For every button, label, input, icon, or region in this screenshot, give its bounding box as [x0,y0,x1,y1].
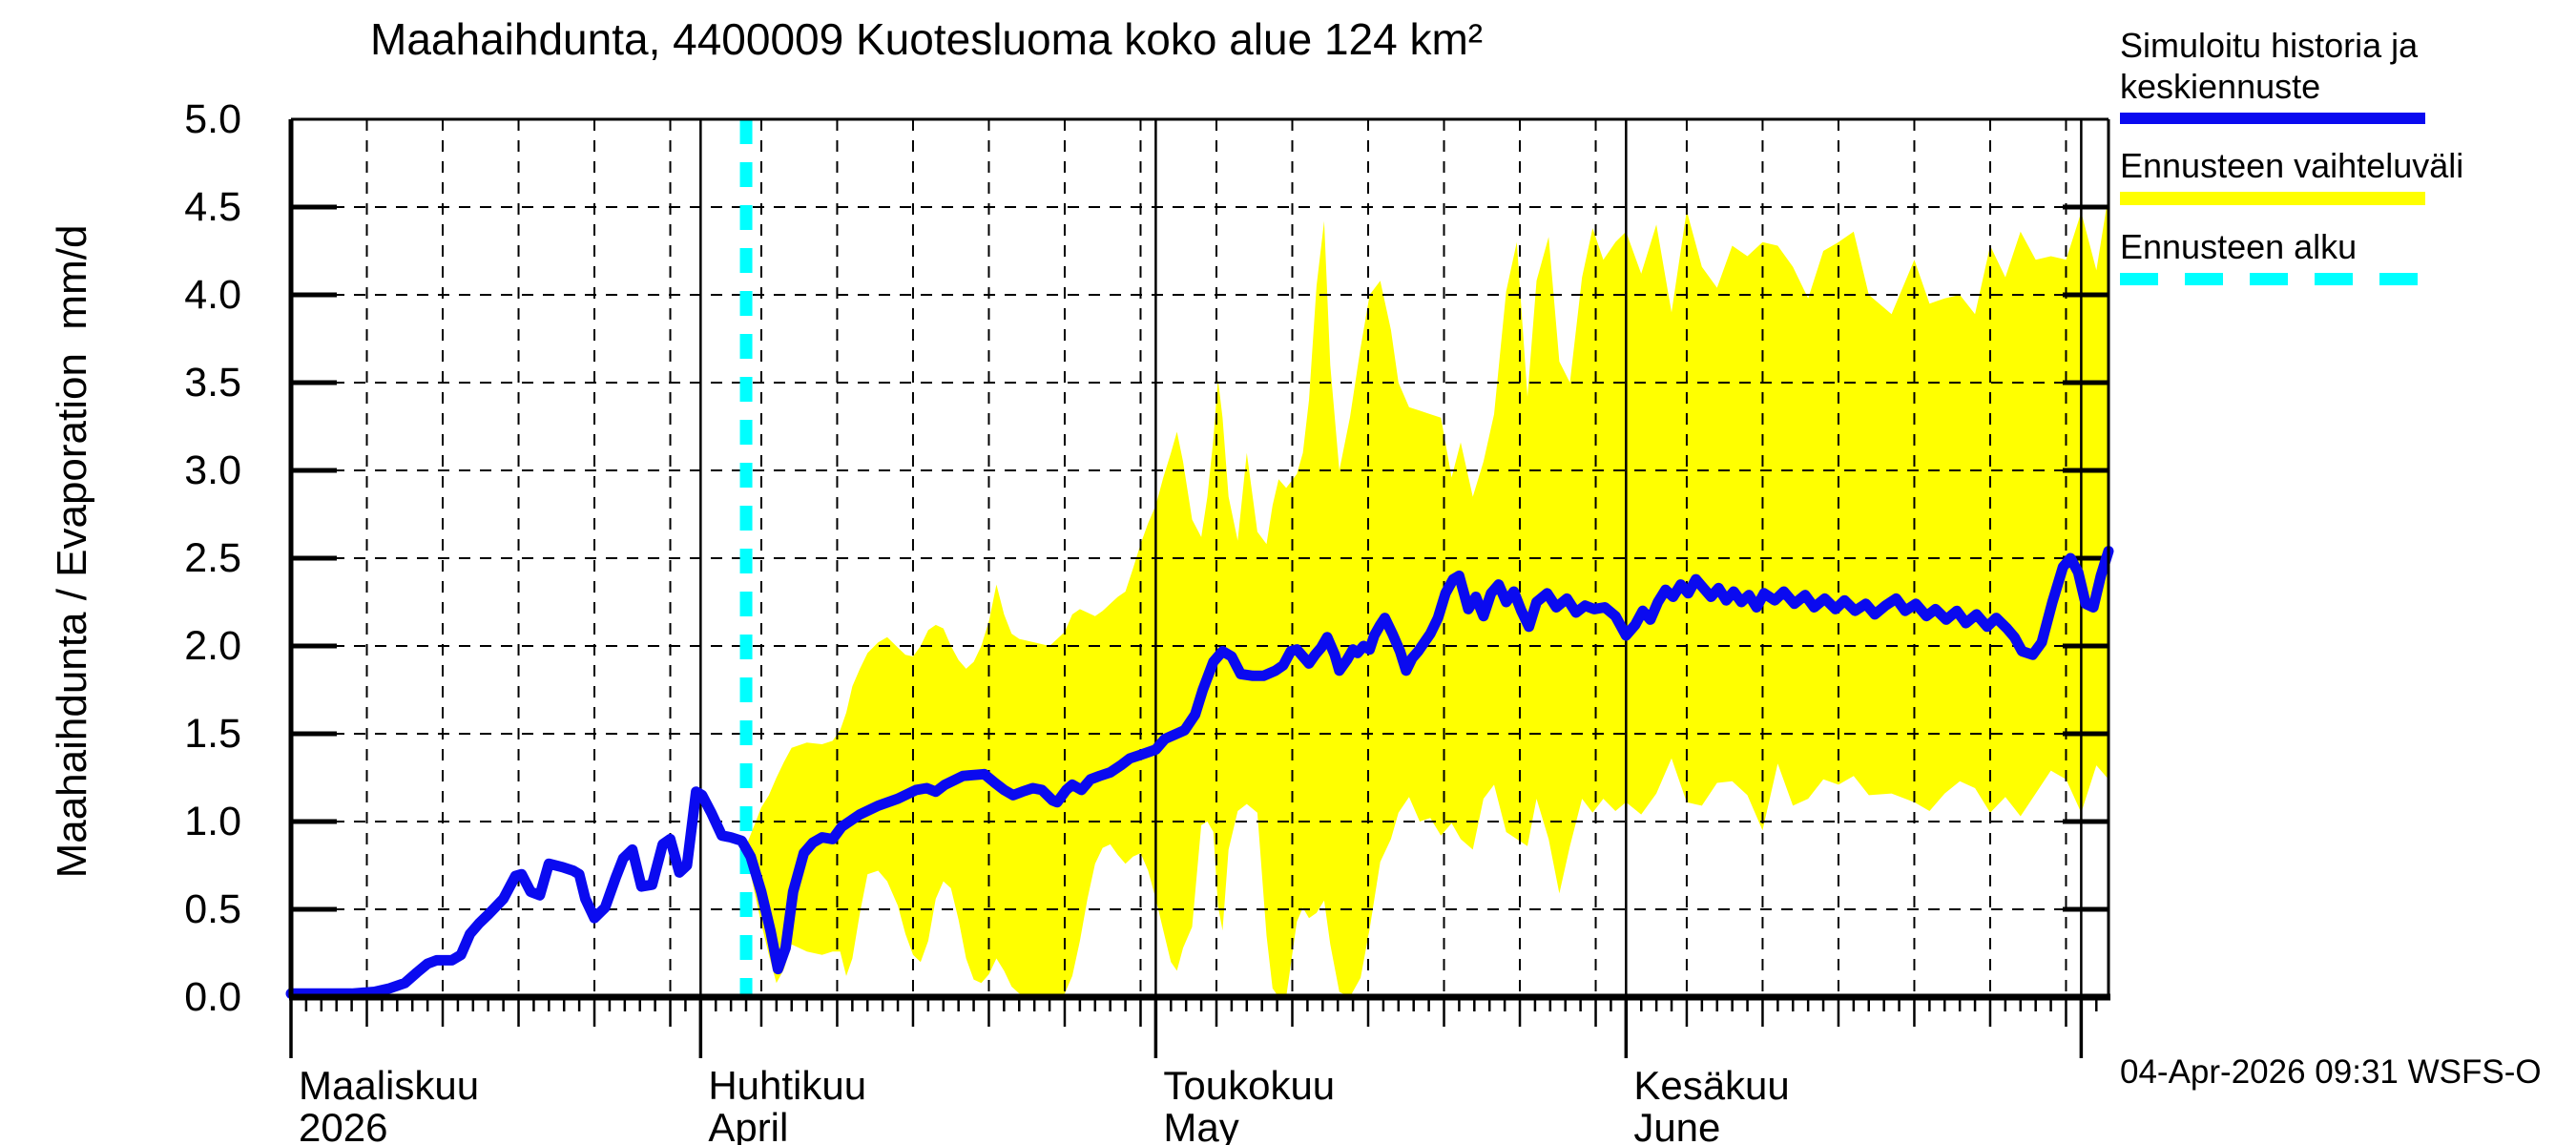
x-month-label: Toukokuu May [1163,1063,1336,1145]
chart-title: Maahaihdunta, 4400009 Kuotesluoma koko a… [370,14,1484,64]
y-tick-label: 3.0 [184,448,241,493]
y-tick-label: 4.0 [184,272,241,318]
x-month-label: Kesäkuu June [1633,1063,1790,1145]
history-mean-line [285,546,2114,999]
legend-item-forecast-range: Ennusteen vaihteluväli [2120,145,2568,205]
legend-label: Ennusteen alku [2120,227,2358,266]
y-tick-label: 4.5 [184,184,241,230]
chart-legend: Simuloitu historia ja keskiennuste Ennus… [2120,25,2568,306]
y-tick-label: 3.5 [184,360,241,406]
y-tick-label: 1.0 [184,799,241,844]
forecast-start-dashed-swatch [2120,273,2425,285]
legend-item-forecast-start: Ennusteen alku [2120,226,2568,285]
x-month-label: Huhtikuu April [708,1063,867,1145]
legend-item-history-mean: Simuloitu historia ja keskiennuste [2120,25,2568,124]
legend-label: Simuloitu historia ja [2120,26,2419,65]
y-tick-label: 1.5 [184,711,241,757]
legend-label: Ennusteen vaihteluväli [2120,146,2464,185]
y-tick-label: 5.0 [184,96,241,142]
y-axis-label: Maahaihdunta / Evaporation mm/d [49,224,95,879]
y-tick-label: 2.5 [184,535,241,581]
legend-label: keskiennuste [2120,67,2321,106]
x-month-label: Maaliskuu 2026 [299,1063,480,1145]
y-tick-label: 0.0 [184,974,241,1020]
forecast-range-band-swatch [2120,192,2425,205]
timestamp-footer: 04-Apr-2026 09:31 WSFS-O [2120,1053,2542,1091]
y-tick-label: 2.0 [184,623,241,669]
forecast-range-band [746,195,2109,998]
y-tick-label: 0.5 [184,886,241,932]
history-mean-line-swatch [2120,113,2425,124]
